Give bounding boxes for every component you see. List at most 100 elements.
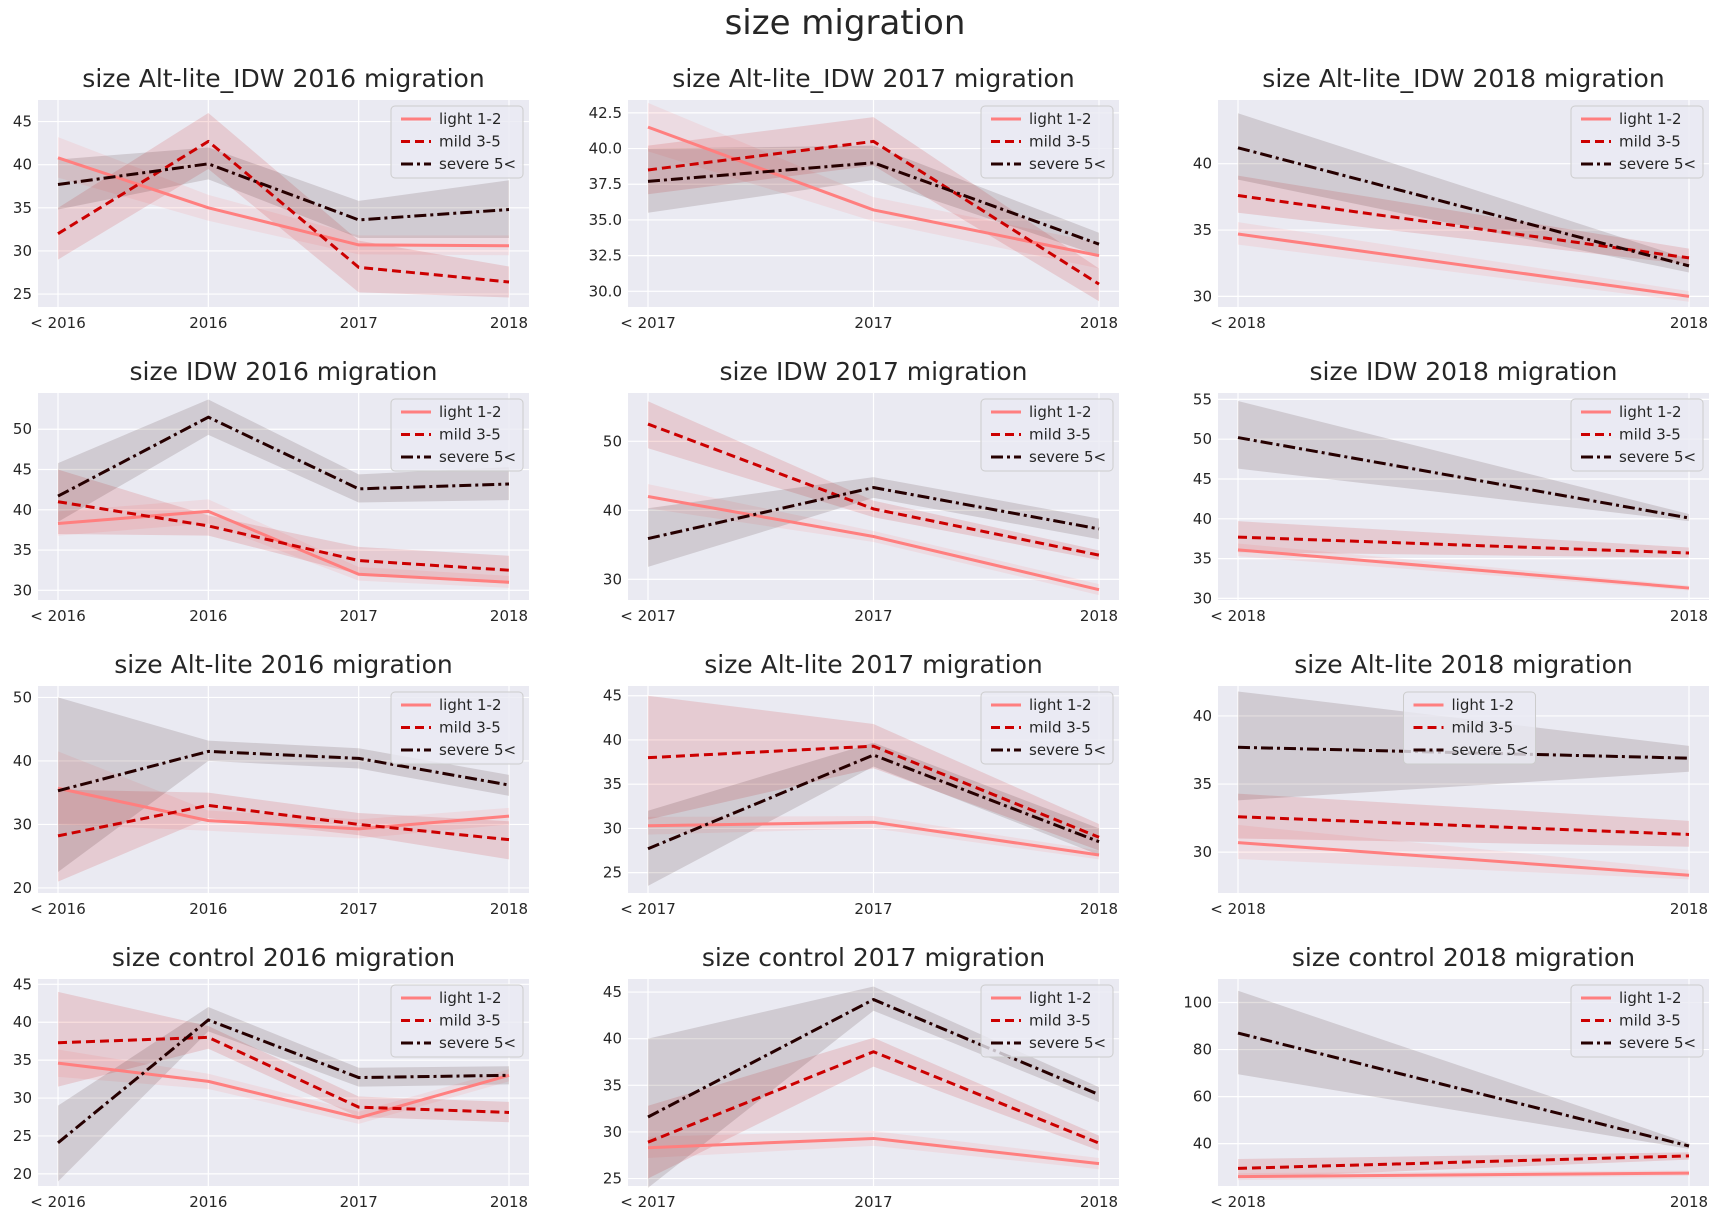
y-tick-label: 45 [1193, 470, 1212, 488]
subplot-8: 25 30 35 40 45 < 2017 2017 2018 size Alt-lite 20… [603, 650, 1119, 918]
series-line-severe [1237, 1031, 1690, 1148]
legend-frame [980, 398, 1114, 472]
x-tick-label: 2017 [340, 900, 378, 918]
confidence-band-mild [58, 469, 509, 584]
confidence-band-severe [1238, 990, 1689, 1149]
confidence-band-severe [648, 477, 1099, 567]
y-tick-label: 30 [603, 1123, 622, 1141]
legend: light 1-2 mild 3-5 severe 5< [1570, 105, 1704, 179]
y-tick-label: 80 [1193, 1041, 1212, 1059]
confidence-band-mild [648, 695, 1099, 851]
y-tick-label: 50 [13, 420, 32, 438]
legend-label: severe 5< [1029, 1034, 1106, 1052]
y-tick-label: 40 [13, 1013, 32, 1031]
y-tick-label: 40 [603, 1030, 622, 1048]
x-tick-label: 2017 [340, 607, 378, 625]
series-line-light [57, 156, 510, 248]
x-tick-label: 2017 [854, 607, 892, 625]
series-line-severe [57, 1018, 510, 1144]
legend-label: light 1-2 [439, 696, 502, 714]
y-tick-label: 45 [603, 687, 622, 705]
subplot-12: 40 60 80 100 < 2018 2018 size control 2018 mig… [1183, 943, 1709, 1211]
legend-label: severe 5< [439, 741, 516, 759]
legend-label: severe 5< [439, 448, 516, 466]
subplot-10: 20 25 30 35 40 45 < 2016 2016 2017 2018 size contr… [13, 943, 529, 1211]
series-line-light [647, 1136, 1100, 1166]
legend-label: mild 3-5 [1029, 1012, 1091, 1030]
y-tick-label: 100 [1183, 994, 1212, 1012]
legend-frame [390, 984, 524, 1058]
confidence-band-mild [58, 991, 509, 1123]
legend-frame [980, 691, 1114, 765]
legend-label: mild 3-5 [1029, 426, 1091, 444]
y-tick-label: 32.5 [589, 247, 622, 265]
confidence-band-light [648, 816, 1099, 860]
series-line-mild [647, 744, 1100, 839]
series-line-severe [647, 161, 1100, 246]
series-line-light [1237, 232, 1690, 298]
subplot-7: 20 30 40 50 < 2016 2016 2017 2018 size Alt-lite … [13, 650, 529, 918]
legend-label: light 1-2 [439, 403, 502, 421]
y-tick-label: 30 [1193, 843, 1212, 861]
confidence-band-mild [648, 117, 1099, 302]
legend-label: light 1-2 [1619, 403, 1682, 421]
legend-frame [980, 984, 1114, 1058]
legend: light 1-2 mild 3-5 severe 5< [980, 984, 1114, 1058]
legend-label: severe 5< [1619, 155, 1696, 173]
y-tick-label: 35.0 [589, 211, 622, 229]
series-line-mild [647, 1050, 1100, 1145]
y-tick-label: 45 [13, 113, 32, 131]
subplot-title: size IDW 2018 migration [1310, 357, 1618, 386]
legend: light 1-2 mild 3-5 severe 5< [390, 398, 524, 472]
series-line-severe [647, 998, 1100, 1119]
subplot-2: 30.0 32.5 35.0 37.5 40.0 42.5 < 2017 2017 2018 si… [589, 64, 1119, 332]
y-tick-label: 30 [13, 242, 32, 260]
legend-frame [390, 105, 524, 179]
y-tick-label: 35 [13, 1051, 32, 1069]
legend: light 1-2 mild 3-5 severe 5< [980, 691, 1114, 765]
x-tick-label: < 2017 [620, 607, 676, 625]
y-tick-label: 30 [1193, 589, 1212, 607]
y-tick-label: 35 [1193, 775, 1212, 793]
legend: light 1-2 mild 3-5 severe 5< [390, 691, 524, 765]
y-tick-label: 35 [603, 775, 622, 793]
legend-label: light 1-2 [1452, 696, 1515, 714]
y-tick-label: 25 [603, 1170, 622, 1188]
y-tick-label: 40 [603, 501, 622, 519]
legend-frame [390, 691, 524, 765]
legend-label: mild 3-5 [1619, 133, 1681, 151]
y-tick-label: 45 [13, 461, 32, 479]
subplot-9: 30 35 40 < 2018 2018 size Alt-lite 2018 migra… [1193, 650, 1709, 918]
y-tick-label: 50 [1193, 430, 1212, 448]
y-tick-label: 40 [13, 752, 32, 770]
y-tick-label: 35 [1193, 221, 1212, 239]
y-tick-label: 30 [13, 1089, 32, 1107]
x-tick-label: 2016 [189, 1193, 227, 1211]
x-tick-label: 2016 [189, 900, 227, 918]
legend-label: severe 5< [439, 155, 516, 173]
x-tick-label: 2018 [490, 314, 528, 332]
confidence-band-severe [58, 399, 509, 522]
series-line-severe [57, 415, 510, 498]
x-tick-label: 2018 [1080, 1193, 1118, 1211]
legend: light 1-2 mild 3-5 severe 5< [980, 105, 1114, 179]
series-line-mild [1237, 1154, 1690, 1170]
legend-label: mild 3-5 [439, 719, 501, 737]
confidence-band-severe [1238, 400, 1689, 522]
x-tick-label: < 2017 [620, 1193, 676, 1211]
legend-label: severe 5< [439, 1034, 516, 1052]
y-tick-label: 30 [603, 819, 622, 837]
figure-title: size migration [725, 3, 966, 43]
series-line-mild [647, 139, 1100, 286]
x-tick-label: < 2016 [30, 900, 86, 918]
series-line-mild [1237, 535, 1690, 555]
legend-label: light 1-2 [1029, 989, 1092, 1007]
series-line-light [1237, 841, 1690, 877]
x-tick-label: 2018 [1670, 1193, 1708, 1211]
y-tick-label: 55 [1193, 390, 1212, 408]
y-tick-label: 35 [13, 199, 32, 217]
x-tick-label: 2016 [189, 607, 227, 625]
legend-label: severe 5< [1029, 741, 1106, 759]
confidence-band-mild [648, 1037, 1099, 1179]
x-tick-label: < 2018 [1210, 314, 1266, 332]
